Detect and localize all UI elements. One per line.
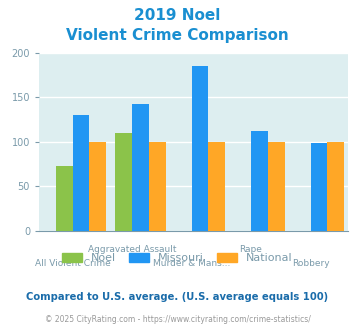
Text: Violent Crime Comparison: Violent Crime Comparison bbox=[66, 28, 289, 43]
Text: Compared to U.S. average. (U.S. average equals 100): Compared to U.S. average. (U.S. average … bbox=[26, 292, 329, 302]
Text: Robbery: Robbery bbox=[292, 259, 329, 268]
Text: Aggravated Assault: Aggravated Assault bbox=[88, 245, 176, 254]
Bar bbox=[73, 115, 89, 231]
Text: 2019 Noel: 2019 Noel bbox=[134, 8, 221, 23]
Bar bbox=[268, 142, 285, 231]
Text: © 2025 CityRating.com - https://www.cityrating.com/crime-statistics/: © 2025 CityRating.com - https://www.city… bbox=[45, 315, 310, 324]
Bar bbox=[115, 133, 132, 231]
Text: Rape: Rape bbox=[240, 245, 262, 254]
Bar bbox=[132, 104, 149, 231]
Bar bbox=[192, 66, 208, 231]
Bar bbox=[208, 142, 225, 231]
Bar bbox=[89, 142, 106, 231]
Legend: Noel, Missouri, National: Noel, Missouri, National bbox=[58, 248, 297, 268]
Text: Murder & Mans...: Murder & Mans... bbox=[153, 259, 230, 268]
Bar bbox=[56, 166, 73, 231]
Bar bbox=[149, 142, 166, 231]
Bar bbox=[311, 143, 327, 231]
Text: All Violent Crime: All Violent Crime bbox=[35, 259, 110, 268]
Bar bbox=[327, 142, 344, 231]
Bar bbox=[251, 131, 268, 231]
